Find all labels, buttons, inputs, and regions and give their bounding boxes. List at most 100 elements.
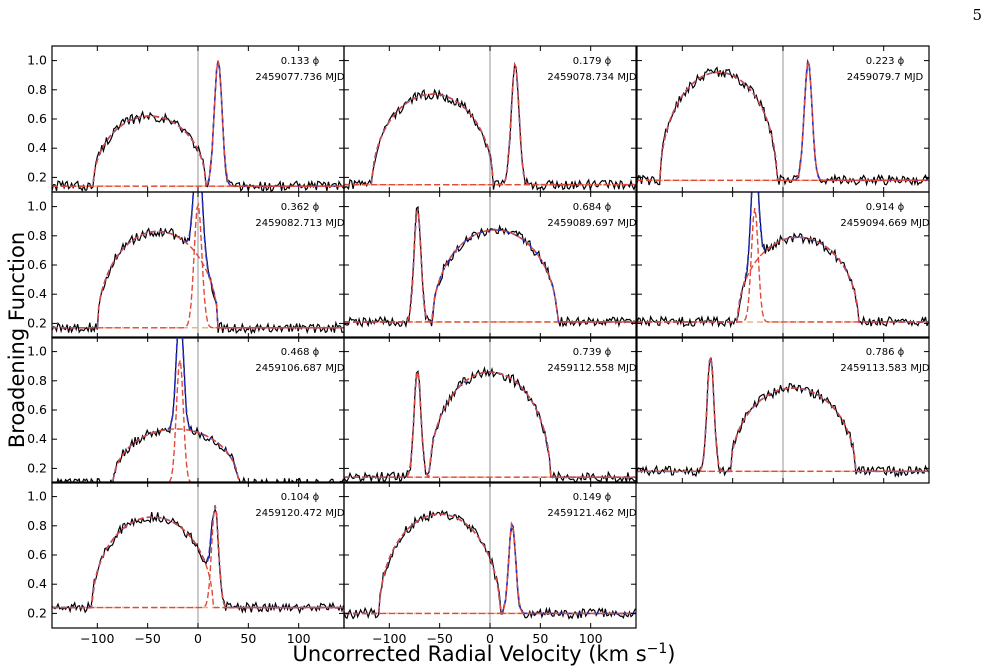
phase-annotation: 0.223 ϕ [866, 56, 905, 67]
mjd-annotation: 2459079.7 MJD [847, 72, 924, 83]
panel-7: 0.2 0.4 0.6 0.8 1.0 0.468 ϕ 2459106.687 MJD [27, 336, 345, 484]
phase-annotation: 0.104 ϕ [281, 492, 320, 503]
panel-plot-area [52, 192, 344, 338]
x-axis-label-main: Uncorrected Radial Velocity (km s [292, 642, 646, 666]
component-fit-line-1 [52, 230, 344, 329]
panel-plot-area [344, 482, 636, 628]
phase-annotation: 0.786 ϕ [866, 347, 905, 358]
y-tick-label: 0.4 [27, 431, 47, 446]
x-tick-label: −100 [372, 631, 406, 646]
panel-11: −100 −50 0 50 100 0.149 ϕ 2459121.462 MJD [343, 481, 637, 646]
x-tick-label: 0 [194, 631, 202, 646]
y-axis-label: Broadening Function [5, 232, 29, 448]
panel-2: 0.179 ϕ 2459078.734 MJD [343, 45, 637, 193]
component-fit-line-2 [637, 59, 929, 181]
panel-plot-area [52, 337, 344, 483]
x-axis-label: Uncorrected Radial Velocity (km s−1) [292, 641, 675, 666]
y-tick-label: 0.8 [27, 228, 47, 243]
y-tick-label: 0.4 [27, 576, 47, 591]
phase-annotation: 0.149 ϕ [573, 492, 612, 503]
component-fit-line-2 [344, 62, 636, 186]
panel-plot-area [344, 337, 636, 483]
y-tick-label: 0.4 [27, 140, 47, 155]
mjd-annotation: 2459120.472 MJD [255, 508, 345, 519]
x-tick-label: 100 [287, 631, 311, 646]
panel-plot-area [344, 192, 636, 338]
mjd-annotation: 2459112.558 MJD [547, 363, 637, 374]
component-fit-line-2 [344, 521, 636, 615]
panel-plot-area [637, 337, 929, 483]
phase-annotation: 0.914 ϕ [866, 202, 905, 213]
component-fit-line-2 [344, 229, 636, 323]
y-tick-label: 0.6 [27, 402, 47, 417]
y-tick-label: 0.8 [27, 82, 47, 97]
observed-bf-line [637, 357, 929, 478]
component-fit-line-2 [52, 202, 344, 329]
x-tick-label: 100 [579, 631, 603, 646]
mjd-annotation: 2459106.687 MJD [255, 363, 345, 374]
panel-6: 0.914 ϕ 2459094.669 MJD [636, 191, 930, 339]
x-tick-label: 50 [532, 631, 548, 646]
component-fit-line-2 [637, 387, 929, 472]
observed-bf-line [344, 365, 636, 483]
phase-annotation: 0.179 ϕ [573, 56, 612, 67]
y-tick-label: 0.4 [27, 286, 47, 301]
panel-plot-area [52, 482, 344, 628]
phase-annotation: 0.684 ϕ [573, 202, 612, 213]
phase-annotation: 0.133 ϕ [281, 56, 320, 67]
panel-4: 0.2 0.4 0.6 0.8 1.0 0.362 ϕ 2459082.713 MJD [27, 191, 345, 339]
y-tick-label: 1.0 [27, 489, 47, 504]
x-tick-label: −50 [134, 631, 160, 646]
phase-annotation: 0.739 ϕ [573, 347, 612, 358]
panel-plot-area [52, 46, 344, 192]
y-tick-label: 1.0 [27, 53, 47, 68]
y-tick-label: 0.8 [27, 518, 47, 533]
component-fit-line-2 [52, 60, 344, 187]
panel-1: 0.2 0.4 0.6 0.8 1.0 0.133 ϕ 2459077.736 MJD [27, 45, 345, 193]
y-tick-label: 0.2 [27, 460, 47, 475]
observed-bf-line [637, 63, 929, 187]
mjd-annotation: 2459089.697 MJD [547, 218, 637, 229]
y-tick-label: 0.6 [27, 257, 47, 272]
phase-annotation: 0.468 ϕ [281, 347, 320, 358]
x-tick-label: −100 [80, 631, 114, 646]
component-fit-line-2 [52, 428, 344, 483]
observed-bf-line [52, 337, 344, 483]
x-axis-label-close: ) [667, 642, 675, 666]
mjd-annotation: 2459082.713 MJD [255, 218, 345, 229]
y-tick-label: 0.2 [27, 315, 47, 330]
x-tick-label: 0 [486, 631, 494, 646]
panel-8: 0.739 ϕ 2459112.558 MJD [343, 336, 637, 484]
y-tick-label: 0.6 [27, 111, 47, 126]
page-number: 5 [972, 6, 982, 24]
total-fit-line [344, 513, 636, 615]
phase-annotation: 0.362 ϕ [281, 202, 320, 213]
x-tick-label: 50 [240, 631, 256, 646]
x-axis-label-sup: −1 [647, 641, 668, 657]
y-tick-label: 0.2 [27, 169, 47, 184]
y-tick-label: 0.6 [27, 547, 47, 562]
panel-9: 0.786 ϕ 2459113.583 MJD [636, 336, 930, 484]
panel-plot-area [344, 46, 636, 192]
component-fit-line-1 [637, 71, 929, 181]
mjd-annotation: 2459077.736 MJD [255, 72, 345, 83]
panel-3: 0.223 ϕ 2459079.7 MJD [636, 45, 930, 193]
x-tick-label: −50 [426, 631, 452, 646]
component-fit-line-2 [344, 371, 636, 478]
component-fit-line-2 [52, 505, 344, 609]
y-tick-label: 0.8 [27, 373, 47, 388]
y-tick-label: 0.2 [27, 605, 47, 620]
y-tick-label: 1.0 [27, 199, 47, 214]
mjd-annotation: 2459078.734 MJD [547, 72, 637, 83]
mjd-annotation: 2459113.583 MJD [840, 363, 930, 374]
y-tick-label: 1.0 [27, 344, 47, 359]
mjd-annotation: 2459121.462 MJD [547, 508, 637, 519]
panel-plot-area [637, 192, 929, 338]
mjd-annotation: 2459094.669 MJD [840, 218, 930, 229]
panel-plot-area [637, 46, 929, 192]
component-fit-line-2 [637, 236, 929, 323]
panel-5: 0.684 ϕ 2459089.697 MJD [343, 191, 637, 339]
panel-10: 0.2 0.4 0.6 0.8 1.0 −100 −50 0 50 100 0.104 ϕ 24591… [27, 481, 345, 646]
